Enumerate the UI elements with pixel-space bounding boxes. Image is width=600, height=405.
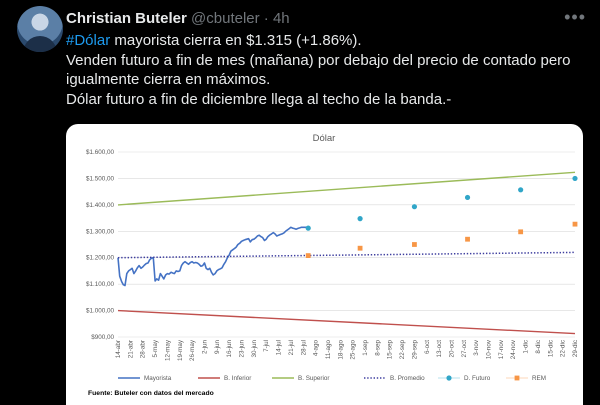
hashtag-link[interactable]: #Dólar [66,32,111,49]
x-tick-label: 1-sep [362,340,369,356]
x-tick-label: 3-nov [473,339,480,356]
tweet-line-1: #Dólar mayorista cierra en $1.315 (+1.86… [66,31,591,51]
x-tick-label: 18-ago [337,340,344,360]
tweet-line-3: igualmente cierra en máximos. [66,71,271,88]
series-d-futuro-point [572,175,578,182]
tweet-timestamp[interactable]: 4h [272,10,290,27]
tweet-line-1-rest: mayorista cierra en $1.315 (+1.86%). [110,32,362,49]
x-tick-label: 21-abr [127,340,134,358]
x-tick-label: 13-oct [436,340,443,358]
series-rem-point [518,229,524,235]
x-tick-label: 14-abr [115,340,122,358]
x-tick-label: 30-jun [251,340,258,358]
x-tick-label: 27-oct [461,340,468,358]
avatar-figure [23,36,57,52]
series-layer [117,171,578,335]
x-tick-label: 15-dic [547,340,554,357]
series-d-futuro-point [305,225,311,231]
y-tick-label: $1.300,00 [86,228,115,235]
x-tick-label: 28-jul [300,340,307,355]
x-tick-label: 25-ago [350,340,357,360]
x-tick-label: 26-may [189,339,196,361]
x-tick-label: 20-oct [448,340,455,358]
tweet-text: #Dólar mayorista cierra en $1.315 (+1.86… [66,31,591,109]
y-tick-label: $1.100,00 [86,281,115,288]
series-rem-point [357,245,363,251]
legend-d-futuro-label: D. Futuro [464,375,491,382]
author-handle[interactable]: @cbuteler [191,10,260,27]
series-rem-point [465,236,470,242]
separator-dot: · [263,10,269,27]
y-tick-label: $1.600,00 [86,149,115,156]
y-tick-label: $1.000,00 [86,308,115,315]
x-tick-label: 21-jul [288,340,295,355]
x-tick-label: 10-nov [486,339,493,359]
tweet-line-2: Venden futuro a fin de mes (mañana) por … [66,51,571,69]
series-b-superior-line [117,171,576,206]
series-rem-point [305,253,311,258]
series-d-futuro-point [411,204,418,210]
legend-d-futuro-swatch [446,375,452,381]
legend-b-inferior-label: B. Inferior [224,375,251,382]
series-mayorista-line [117,226,307,287]
x-tick-label: 24-nov [510,339,517,359]
x-tick-label: 29-sep [411,340,418,360]
x-axis-ticks: 14-abr 21-abr 28-abr 5-may 12-may 19-may 26-ma… [115,339,579,361]
y-axis-ticks: $900,00 $1.000,00 $1.100,00 $1.200,00 $1.300… [86,149,115,341]
gridlines [118,151,575,338]
series-rem-point [572,221,578,227]
series-rem-point [412,242,417,247]
chart-image[interactable]: Dólar $900,00 $1.000,00 $1.100,00 $1.200,00… [66,124,583,405]
legend-b-superior-label: B. Superior [298,375,330,382]
x-tick-label: 17-nov [498,339,505,359]
chart-title: Dólar [313,133,336,144]
x-tick-label: 5-may [152,339,159,357]
x-tick-label: 9-jun [214,340,221,354]
more-horizontal-icon[interactable]: ••• [564,7,586,27]
legend-rem-label: REM [532,375,546,382]
x-tick-label: 12-may [164,339,171,361]
x-tick-label: 22-dic [560,340,567,357]
avatar[interactable] [17,6,63,52]
series-b-inferior-line [117,309,576,335]
dolar-chart: Dólar $900,00 $1.000,00 $1.100,00 $1.200,00… [86,133,579,397]
series-d-futuro-point [357,216,363,222]
x-tick-label: 23-jun [239,340,246,358]
series-b-promedio-line [117,251,576,259]
x-tick-label: 22-sep [399,340,406,360]
x-tick-label: 2-jun [201,340,208,354]
x-tick-label: 19-may [177,339,184,361]
chart-legend: Mayorista B. Inferior B. Superior B. Promed… [118,375,546,382]
tweet-line-4: Dólar futuro a fin de diciembre llega al… [66,90,452,108]
legend-b-promedio-label: B. Promedio [390,375,425,382]
series-d-futuro-point [518,187,524,193]
y-tick-label: $1.200,00 [86,255,115,262]
x-tick-label: 7-jul [263,340,270,352]
x-tick-label: 29-dic [572,340,579,357]
x-tick-label: 11-ago [325,340,332,360]
legend-mayorista-label: Mayorista [144,375,172,382]
y-tick-label: $1.400,00 [86,202,115,209]
legend-rem-swatch [514,375,520,381]
x-tick-label: 8-dic [535,340,542,354]
y-tick-label: $900,00 [91,334,114,341]
x-tick-label: 16-jun [226,340,233,358]
tweet-header: Christian Buteler @cbuteler · 4h ••• [66,7,586,29]
x-tick-label: 28-abr [140,340,147,358]
y-tick-label: $1.500,00 [86,175,115,182]
x-tick-label: 6-oct [424,340,431,354]
author-name[interactable]: Christian Buteler [66,10,187,27]
x-tick-label: 15-sep [387,340,394,360]
x-tick-label: 8-sep [374,340,381,356]
x-tick-label: 4-ago [313,340,320,357]
source-note: Fuente: Buteler con datos del mercado [88,390,214,397]
series-d-futuro-point [464,194,471,201]
x-tick-label: 14-jul [276,340,283,355]
x-tick-label: 1-dic [523,340,530,354]
